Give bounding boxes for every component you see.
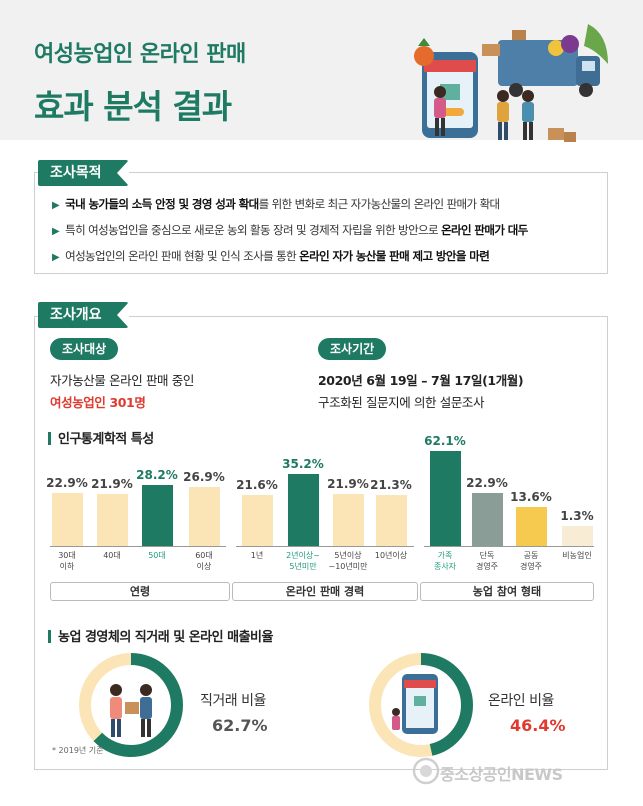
overview-tag: 조사개요	[38, 302, 129, 328]
purpose-line-1: ▶ 국내 농가들의 소득 안정 및 경영 성과 확대를 위한 변화로 최근 자가농…	[52, 197, 500, 211]
direct-sales-value: 62.7%	[212, 716, 268, 735]
chart-value-label: 35.2%	[282, 457, 324, 472]
online-sales-donut	[369, 653, 473, 757]
chart-category-label: 30대 이하	[58, 551, 76, 571]
direct-sales-label: 직거래 비율	[200, 693, 266, 709]
triangle-bullet-icon: ▶	[52, 226, 60, 237]
chart-category-label: 공동 경영주	[519, 551, 543, 571]
chart-value-label: 21.3%	[370, 478, 412, 493]
chart-bar	[52, 492, 83, 546]
chart-category-label: 2년이상~ 5년미만	[286, 551, 320, 571]
chart-bar	[242, 494, 273, 546]
chart-category-label: 60대 이상	[195, 551, 213, 571]
period-line2: 구조화된 질문지에 의한 설문조사	[318, 395, 485, 410]
purpose-line-2: ▶ 특히 여성농업인을 중심으로 새로운 농외 활동 장려 및 경제적 자립을 위…	[52, 223, 528, 237]
chart-value-label: 26.9%	[183, 469, 225, 484]
chart-bar	[288, 474, 319, 546]
group-age: 연령	[50, 582, 230, 601]
watermark-text: 중소상공인NEWS	[440, 765, 563, 784]
online-sales-value: 46.4%	[510, 716, 566, 735]
news-logo-icon	[412, 757, 440, 785]
chart-bar	[97, 494, 128, 546]
title-line1: 여성농업인 온라인 판매	[34, 42, 246, 67]
chart-value-label: 1.3%	[560, 509, 594, 523]
target-line1: 자가농산물 온라인 판매 중인	[50, 373, 194, 388]
group-experience: 온라인 판매 경력	[232, 582, 418, 601]
chart-bar	[376, 495, 407, 546]
chart-bar	[189, 486, 220, 546]
chart-bar	[142, 484, 173, 546]
period-line1: 2020년 6월 19일 – 7월 17일(1개월)	[318, 373, 524, 388]
purpose-tag: 조사목적	[38, 160, 129, 186]
chart-bar	[516, 507, 547, 546]
chart-value-label: 62.1%	[424, 434, 466, 448]
demographics-heading: 인구통계학적 특성	[48, 428, 154, 447]
chart-value-label: 21.9%	[91, 477, 133, 492]
purpose-box	[34, 172, 608, 274]
group-participation: 농업 참여 형태	[420, 582, 594, 601]
direct-sales-donut	[79, 653, 183, 757]
chart-bar	[430, 451, 461, 546]
chart-category-label: 50대	[148, 551, 166, 560]
chart-value-label: 21.9%	[327, 477, 369, 492]
chart-value-label: 21.6%	[236, 477, 278, 492]
online-sales-label: 온라인 비율	[488, 693, 554, 709]
chart-value-label: 22.9%	[466, 475, 508, 490]
purpose-line-3: ▶ 여성농업인의 온라인 판매 현황 및 인식 조사를 통한 온라인 자가 농산물…	[52, 249, 490, 263]
chart-bar	[562, 526, 593, 546]
chart-value-label: 13.6%	[510, 490, 552, 505]
target-line2: 여성농업인 301명	[50, 395, 146, 410]
target-pill: 조사대상	[50, 338, 119, 360]
triangle-bullet-icon: ▶	[52, 200, 60, 211]
chart-baseline	[50, 546, 226, 547]
chart-baseline	[236, 546, 414, 547]
chart-category-label: 40대	[103, 551, 121, 560]
chart-bar	[472, 492, 503, 546]
footnote: * 2019년 기준	[52, 746, 104, 755]
chart-category-label: 단독 경영주	[475, 551, 499, 571]
period-pill: 조사기간	[318, 338, 387, 360]
chart-category-label: 1년	[250, 551, 264, 560]
chart-category-label: 비농업인	[562, 551, 592, 560]
chart-baseline	[424, 546, 594, 547]
online-sales-illustration	[414, 24, 608, 142]
chart-category-label: 10년이상	[374, 551, 408, 560]
sales-heading: 농업 경영체의 직거래 및 온라인 매출비율	[48, 626, 273, 645]
title-line2: 효과 분석 결과	[34, 87, 232, 126]
chart-bar	[333, 494, 364, 546]
chart-value-label: 28.2%	[136, 467, 178, 482]
chart-value-label: 22.9%	[46, 475, 88, 490]
chart-category-label: 가족 종사자	[433, 551, 457, 571]
header-banner: 여성농업인 온라인 판매 효과 분석 결과	[0, 0, 643, 142]
chart-category-label: 5년이상 ~10년미만	[328, 551, 368, 571]
triangle-bullet-icon: ▶	[52, 252, 60, 263]
